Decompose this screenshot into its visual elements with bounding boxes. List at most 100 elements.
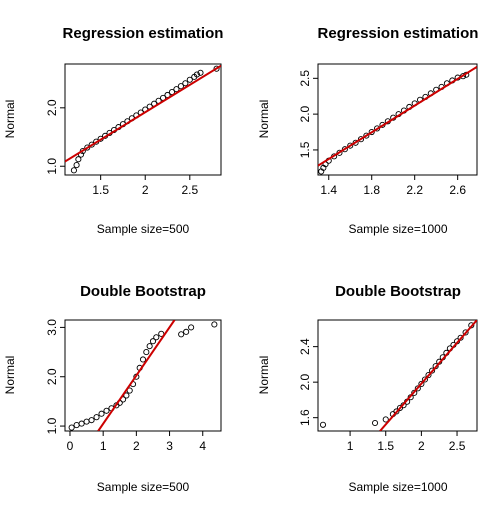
- x-tick-label: 1: [100, 439, 107, 453]
- y-axis-label: Normal: [3, 356, 17, 395]
- data-point: [357, 136, 365, 143]
- data-point: [146, 343, 153, 350]
- data-point: [188, 324, 195, 331]
- data-point: [84, 144, 91, 151]
- data-point: [429, 367, 436, 374]
- chart-panel-bootstrap-500: Double Bootstrap Sample size=500 Normal …: [3, 283, 222, 494]
- y-tick-label: 2.0: [45, 368, 59, 385]
- data-point: [88, 417, 95, 424]
- data-point: [193, 71, 200, 78]
- data-point: [457, 334, 464, 341]
- data-point: [183, 328, 190, 335]
- data-point: [411, 389, 418, 396]
- y-tick-label: 2.5: [298, 70, 312, 87]
- data-point: [414, 385, 421, 392]
- y-axis-label: Normal: [257, 356, 271, 395]
- y-tick-label: 2.4: [298, 338, 312, 355]
- x-tick-label: 2.2: [406, 183, 423, 197]
- y-tick-label: 2.0: [45, 99, 59, 116]
- data-point: [213, 65, 220, 72]
- y-tick-label: 2.0: [298, 105, 312, 122]
- y-axis-label: Normal: [257, 100, 271, 139]
- data-marks: [65, 64, 221, 174]
- y-tick-label: 1.6: [298, 409, 312, 426]
- data-point: [186, 76, 193, 83]
- plot-frame: [64, 319, 222, 432]
- x-tick-label: 3: [166, 439, 173, 453]
- plot-frame: [64, 63, 222, 176]
- data-point: [168, 88, 176, 96]
- data-point: [83, 418, 90, 425]
- chart-title: Double Bootstrap: [80, 283, 206, 300]
- x-tick-label: 2.6: [449, 183, 466, 197]
- x-tick-label: 2.5: [449, 439, 466, 453]
- data-marks: [319, 320, 477, 431]
- fit-line: [97, 320, 176, 431]
- x-tick-label: 1.4: [320, 183, 337, 197]
- axis-ticks: 1.4 1.8 2.2 2.6 1.5 2.0 2.5: [298, 70, 466, 197]
- fit-line: [65, 64, 221, 163]
- data-point: [149, 338, 157, 345]
- data-point: [347, 142, 354, 149]
- data-point: [103, 407, 110, 414]
- data-point: [177, 83, 184, 90]
- data-marks: [318, 66, 477, 175]
- data-point: [68, 424, 75, 431]
- x-tick-label: 2: [133, 439, 140, 453]
- data-point: [178, 331, 185, 338]
- fit-line: [318, 66, 477, 167]
- data-point: [98, 410, 105, 417]
- y-tick-label: 2.0: [298, 373, 312, 390]
- data-point: [182, 80, 189, 87]
- data-point: [368, 128, 375, 136]
- chart-panel-bootstrap-1000: Double Bootstrap Sample size=1000 Normal…: [257, 283, 478, 494]
- data-point: [393, 408, 400, 415]
- plot-frame: [317, 319, 478, 432]
- y-tick-label: 1.0: [45, 417, 59, 434]
- y-tick-label: 3.0: [45, 319, 59, 336]
- axis-ticks: 0 1 2 3 4 1.0 2.0 3.0: [45, 319, 206, 453]
- data-point: [73, 422, 80, 429]
- x-tick-label: 2: [418, 439, 425, 453]
- data-point: [173, 86, 180, 93]
- x-tick-label: 1.5: [377, 439, 394, 453]
- data-point: [139, 356, 147, 363]
- x-axis-label: Sample size=500: [97, 480, 190, 494]
- data-point: [421, 376, 429, 383]
- x-tick-label: 2: [142, 183, 149, 197]
- chart-title: Regression estimation: [63, 25, 224, 42]
- chart-panel-regression-1000: Regression estimation Sample size=1000 N…: [257, 25, 478, 236]
- x-tick-label: 0: [67, 439, 74, 453]
- y-axis-label: Normal: [3, 100, 17, 139]
- data-point: [425, 372, 432, 379]
- x-axis-label: Sample size=1000: [348, 480, 447, 494]
- chart-title: Regression estimation: [318, 25, 479, 42]
- x-tick-label: 1.8: [363, 183, 380, 197]
- data-point: [73, 162, 80, 169]
- data-point: [211, 321, 218, 328]
- data-point: [418, 380, 425, 387]
- x-axis-label: Sample size=1000: [348, 222, 447, 236]
- data-point: [341, 146, 348, 153]
- data-point: [371, 419, 379, 427]
- fit-line: [379, 320, 477, 431]
- x-tick-label: 2.5: [181, 183, 198, 197]
- data-marks: [68, 320, 218, 431]
- data-point: [93, 414, 100, 421]
- axis-ticks: 1.5 2 2.5 1.0 2.0: [45, 99, 198, 197]
- data-point: [462, 329, 469, 336]
- chart-title: Double Bootstrap: [335, 283, 461, 300]
- data-point: [363, 132, 370, 139]
- data-point: [75, 156, 82, 163]
- axis-ticks: 1 1.5 2 2.5 1.6 2.0 2.4: [298, 338, 466, 453]
- x-axis-label: Sample size=500: [97, 222, 190, 236]
- plot-frame: [317, 63, 478, 176]
- data-point: [70, 167, 77, 174]
- data-point: [197, 69, 204, 76]
- chart-panel-regression-500: Regression estimation Sample size=500 No…: [3, 25, 223, 236]
- x-tick-label: 1.5: [92, 183, 109, 197]
- data-point: [382, 416, 389, 423]
- data-point: [78, 420, 85, 427]
- data-point: [153, 334, 160, 341]
